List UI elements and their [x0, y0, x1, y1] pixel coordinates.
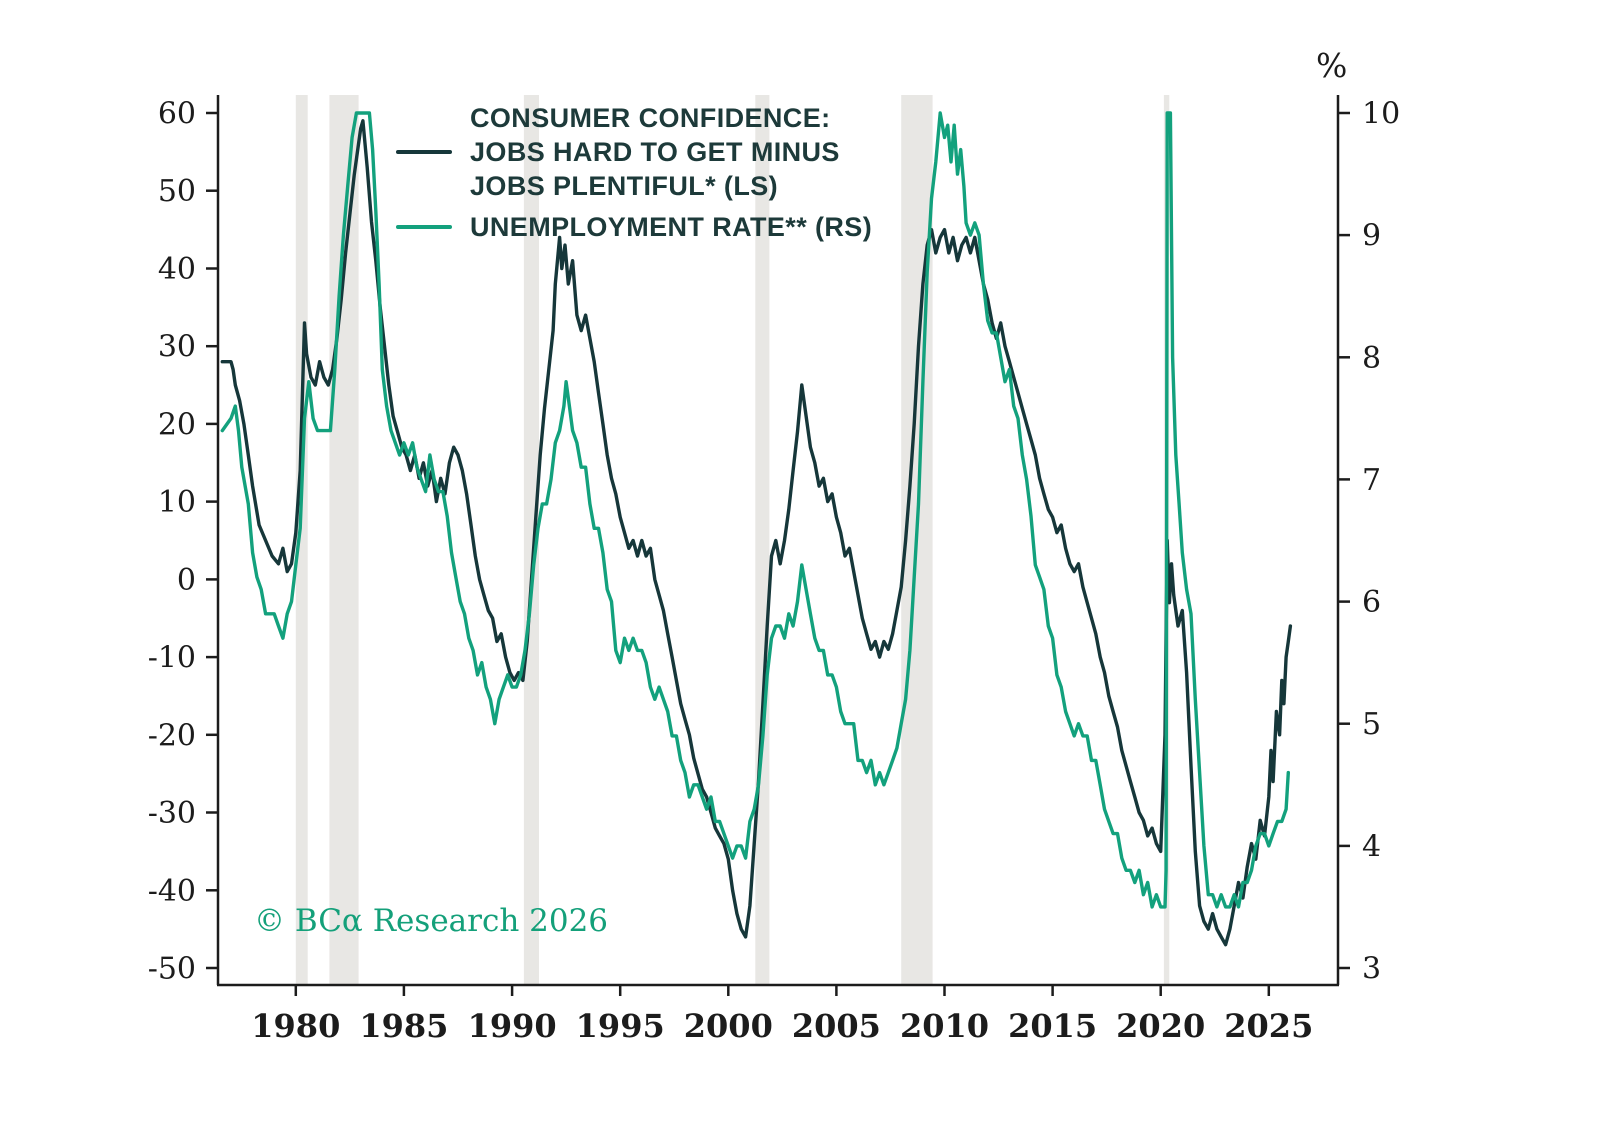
confidence-line-swatch [396, 150, 452, 154]
svg-text:-20: -20 [148, 718, 196, 753]
svg-text:3: 3 [1362, 952, 1381, 987]
svg-text:6: 6 [1362, 585, 1381, 620]
svg-text:0: 0 [177, 563, 196, 598]
svg-text:1980: 1980 [251, 1007, 340, 1045]
svg-text:2005: 2005 [792, 1007, 881, 1045]
legend: CONSUMER CONFIDENCE: JOBS HARD TO GET MI… [396, 101, 872, 244]
svg-text:1990: 1990 [468, 1007, 557, 1045]
svg-text:2000: 2000 [684, 1007, 773, 1045]
svg-text:7: 7 [1362, 463, 1381, 498]
svg-text:-50: -50 [148, 952, 196, 987]
unemployment-line-swatch [396, 225, 452, 229]
svg-text:2015: 2015 [1008, 1007, 1097, 1045]
legend-gap [396, 203, 872, 210]
svg-text:60: 60 [158, 97, 196, 132]
svg-text:50: 50 [158, 174, 196, 209]
legend-spacer [396, 101, 470, 135]
svg-text:4: 4 [1362, 829, 1381, 864]
copyright-notice: © BCα Research 2026 [254, 903, 609, 939]
legend-sample-unemployment [396, 210, 470, 244]
svg-text:1985: 1985 [359, 1007, 448, 1045]
svg-text:9: 9 [1362, 219, 1381, 254]
svg-text:20: 20 [158, 407, 196, 442]
legend-confidence-line2: JOBS HARD TO GET MINUS [470, 137, 840, 167]
legend-confidence-line3: JOBS PLENTIFUL* (LS) [470, 171, 779, 201]
svg-text:2020: 2020 [1116, 1007, 1205, 1045]
right-axis-unit-label: % [1316, 46, 1348, 85]
legend-unemployment-label: UNEMPLOYMENT RATE** (RS) [470, 212, 873, 242]
svg-text:10: 10 [1362, 97, 1400, 132]
svg-text:-30: -30 [148, 796, 196, 831]
legend-confidence-line1: CONSUMER CONFIDENCE: [470, 103, 831, 133]
svg-text:10: 10 [158, 485, 196, 520]
svg-text:30: 30 [158, 330, 196, 365]
svg-text:2010: 2010 [900, 1007, 989, 1045]
svg-text:-10: -10 [148, 641, 196, 676]
svg-text:1995: 1995 [576, 1007, 665, 1045]
legend-spacer [396, 169, 470, 203]
svg-text:2025: 2025 [1224, 1007, 1313, 1045]
legend-sample-confidence [396, 135, 470, 169]
svg-text:-40: -40 [148, 874, 196, 909]
svg-text:8: 8 [1362, 341, 1381, 376]
svg-text:40: 40 [158, 252, 196, 287]
svg-text:5: 5 [1362, 707, 1381, 742]
